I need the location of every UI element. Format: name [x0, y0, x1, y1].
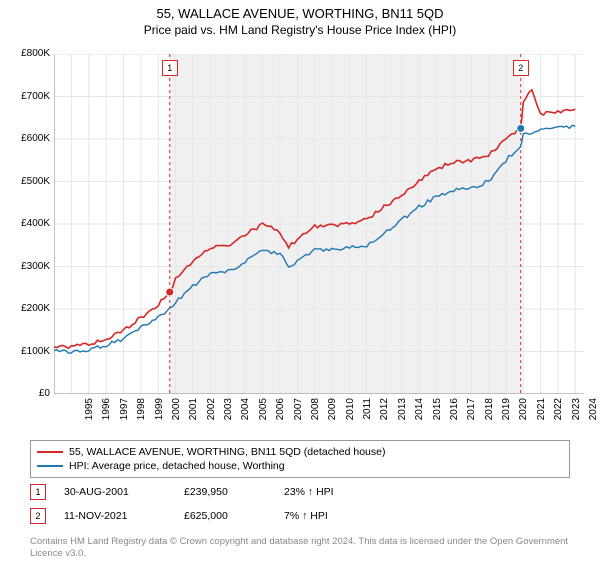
x-axis-label: 2022	[553, 398, 564, 428]
page-title: 55, WALLACE AVENUE, WORTHING, BN11 5QD	[0, 6, 600, 21]
sale-price: £625,000	[184, 510, 284, 522]
sale-index-box: 2	[30, 508, 46, 524]
chart-svg	[54, 54, 584, 394]
y-axis-label: £500K	[0, 176, 50, 187]
y-axis-label: £700K	[0, 91, 50, 102]
x-axis-label: 2000	[171, 398, 182, 428]
sale-row: 1 30-AUG-2001£239,95023% ↑ HPI	[30, 484, 570, 500]
x-axis-label: 2024	[588, 398, 599, 428]
x-axis-label: 2008	[310, 398, 321, 428]
x-axis-label: 1996	[101, 398, 112, 428]
price-chart	[54, 54, 584, 394]
sale-price: £239,950	[184, 486, 284, 498]
sale-hpi: 7% ↑ HPI	[284, 510, 384, 522]
legend-swatch	[37, 465, 63, 467]
legend-row: HPI: Average price, detached house, Wort…	[37, 459, 563, 473]
y-axis-label: £200K	[0, 303, 50, 314]
x-axis-label: 2012	[379, 398, 390, 428]
x-axis-label: 2001	[188, 398, 199, 428]
y-axis-label: £600K	[0, 133, 50, 144]
sale-marker-box: 1	[162, 60, 178, 76]
x-axis-label: 2023	[571, 398, 582, 428]
legend-label: 55, WALLACE AVENUE, WORTHING, BN11 5QD (…	[69, 446, 385, 458]
x-axis-label: 2003	[223, 398, 234, 428]
x-axis-label: 2021	[536, 398, 547, 428]
x-axis-label: 1995	[84, 398, 95, 428]
x-axis-label: 2002	[206, 398, 217, 428]
y-axis-label: £0	[0, 388, 50, 399]
x-axis-label: 2018	[484, 398, 495, 428]
sale-row: 2 11-NOV-2021£625,0007% ↑ HPI	[30, 508, 570, 524]
x-axis-label: 2009	[327, 398, 338, 428]
x-axis-label: 2011	[362, 398, 373, 428]
x-axis-label: 1997	[119, 398, 130, 428]
x-axis-label: 2005	[258, 398, 269, 428]
x-axis-label: 1998	[136, 398, 147, 428]
x-axis-label: 2010	[345, 398, 356, 428]
x-axis-label: 2013	[397, 398, 408, 428]
y-axis-label: £100K	[0, 346, 50, 357]
y-axis-label: £400K	[0, 218, 50, 229]
legend-swatch	[37, 451, 63, 453]
x-axis-label: 2004	[240, 398, 251, 428]
legend: 55, WALLACE AVENUE, WORTHING, BN11 5QD (…	[30, 440, 570, 478]
x-axis-label: 2019	[501, 398, 512, 428]
x-axis-label: 2006	[275, 398, 286, 428]
x-axis-label: 1999	[154, 398, 165, 428]
x-axis-label: 2016	[449, 398, 460, 428]
sale-date: 11-NOV-2021	[64, 510, 184, 522]
y-axis-label: £800K	[0, 48, 50, 59]
sale-date: 30-AUG-2001	[64, 486, 184, 498]
page-subtitle: Price paid vs. HM Land Registry's House …	[0, 23, 600, 37]
sale-index-box: 1	[30, 484, 46, 500]
sale-hpi: 23% ↑ HPI	[284, 486, 384, 498]
sale-marker-box: 2	[513, 60, 529, 76]
footnote: Contains HM Land Registry data © Crown c…	[30, 536, 570, 560]
legend-row: 55, WALLACE AVENUE, WORTHING, BN11 5QD (…	[37, 445, 563, 459]
x-axis-label: 2020	[518, 398, 529, 428]
x-axis-label: 2015	[432, 398, 443, 428]
legend-label: HPI: Average price, detached house, Wort…	[69, 460, 285, 472]
x-axis-label: 2014	[414, 398, 425, 428]
x-axis-label: 2017	[466, 398, 477, 428]
x-axis-label: 2007	[293, 398, 304, 428]
y-axis-label: £300K	[0, 261, 50, 272]
